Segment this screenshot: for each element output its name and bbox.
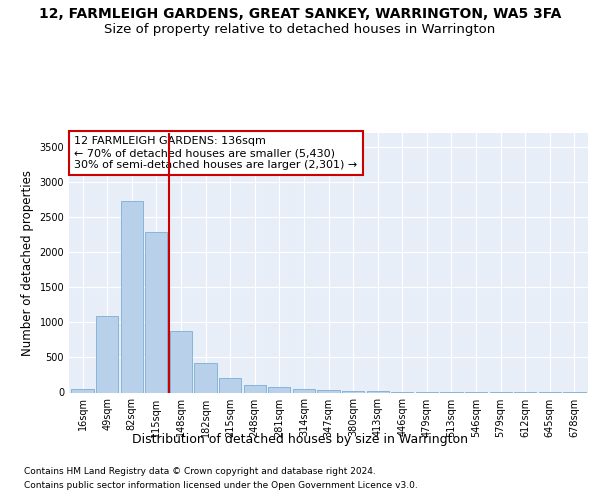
Bar (170, 330, 192, 392)
Bar (244, 385, 266, 392)
Bar (145, 232, 167, 392)
Text: Contains HM Land Registry data © Crown copyright and database right 2024.: Contains HM Land Registry data © Crown c… (24, 468, 376, 476)
Bar (194, 364, 217, 392)
Bar (121, 202, 143, 392)
Bar (96, 316, 118, 392)
Text: 12 FARMLEIGH GARDENS: 136sqm
← 70% of detached houses are smaller (5,430)
30% of: 12 FARMLEIGH GARDENS: 136sqm ← 70% of de… (74, 136, 358, 170)
Text: Distribution of detached houses by size in Warrington: Distribution of detached houses by size … (132, 432, 468, 446)
Bar (268, 387, 290, 392)
Text: Contains public sector information licensed under the Open Government Licence v3: Contains public sector information licen… (24, 481, 418, 490)
Text: Size of property relative to detached houses in Warrington: Size of property relative to detached ho… (104, 22, 496, 36)
Text: 12, FARMLEIGH GARDENS, GREAT SANKEY, WARRINGTON, WA5 3FA: 12, FARMLEIGH GARDENS, GREAT SANKEY, WAR… (39, 8, 561, 22)
Bar (317, 390, 340, 392)
Bar (219, 378, 241, 392)
Bar (367, 391, 389, 392)
Bar (342, 391, 364, 392)
Y-axis label: Number of detached properties: Number of detached properties (21, 170, 34, 356)
Bar (71, 389, 94, 392)
Bar (293, 388, 315, 392)
